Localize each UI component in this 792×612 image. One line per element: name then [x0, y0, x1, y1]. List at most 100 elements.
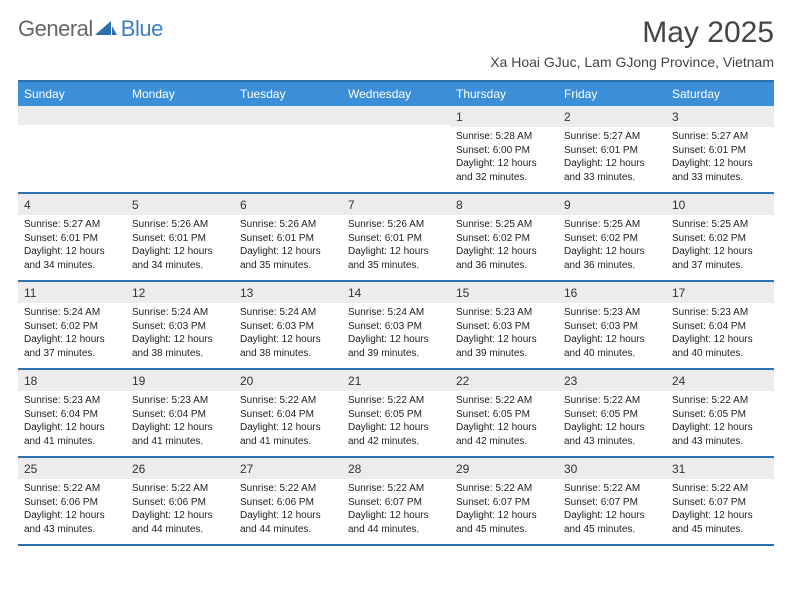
day-cell: 3Sunrise: 5:27 AMSunset: 6:01 PMDaylight… — [666, 106, 774, 192]
day-body: Sunrise: 5:22 AMSunset: 6:05 PMDaylight:… — [666, 391, 774, 452]
sunrise-text: Sunrise: 5:22 AM — [24, 482, 120, 496]
day-body: Sunrise: 5:22 AMSunset: 6:05 PMDaylight:… — [450, 391, 558, 452]
dow-row: SundayMondayTuesdayWednesdayThursdayFrid… — [18, 82, 774, 106]
daylight-text-2: and 38 minutes. — [240, 347, 336, 361]
daylight-text-2: and 35 minutes. — [240, 259, 336, 273]
day-cell: 27Sunrise: 5:22 AMSunset: 6:06 PMDayligh… — [234, 458, 342, 544]
day-cell: 12Sunrise: 5:24 AMSunset: 6:03 PMDayligh… — [126, 282, 234, 368]
day-number: 17 — [666, 282, 774, 303]
day-cell: 10Sunrise: 5:25 AMSunset: 6:02 PMDayligh… — [666, 194, 774, 280]
day-cell: 19 Sunrise: 5:23 AMSunset: 6:04 PMDayligh… — [126, 370, 234, 456]
week-row: 11Sunrise: 5:24 AMSunset: 6:02 PMDayligh… — [18, 282, 774, 370]
sunset-text: Sunset: 6:03 PM — [240, 320, 336, 334]
month-title: May 2025 — [490, 16, 774, 50]
day-cell: 22Sunrise: 5:22 AMSunset: 6:05 PMDayligh… — [450, 370, 558, 456]
day-number: 15 — [450, 282, 558, 303]
sunrise-text: Sunrise: 5:23 AM — [132, 394, 228, 408]
day-cell — [234, 106, 342, 192]
day-cell: 20Sunrise: 5:22 AMSunset: 6:04 PMDayligh… — [234, 370, 342, 456]
sunrise-text: Sunrise: 5:22 AM — [240, 482, 336, 496]
day-cell: 5Sunrise: 5:26 AMSunset: 6:01 PMDaylight… — [126, 194, 234, 280]
day-cell: 1Sunrise: 5:28 AMSunset: 6:00 PMDaylight… — [450, 106, 558, 192]
sunset-text: Sunset: 6:01 PM — [132, 232, 228, 246]
daylight-text-2: and 45 minutes. — [672, 523, 768, 537]
daylight-text-1: Daylight: 12 hours — [132, 421, 228, 435]
sunset-text: Sunset: 6:02 PM — [24, 320, 120, 334]
daylight-text-2: and 40 minutes. — [672, 347, 768, 361]
calendar: SundayMondayTuesdayWednesdayThursdayFrid… — [18, 80, 774, 546]
day-cell: 30Sunrise: 5:22 AMSunset: 6:07 PMDayligh… — [558, 458, 666, 544]
day-body: Sunrise: 5:22 AMSunset: 6:06 PMDaylight:… — [18, 479, 126, 540]
sunrise-text: Sunrise: 5:24 AM — [24, 306, 120, 320]
sunset-text: Sunset: 6:07 PM — [456, 496, 552, 510]
day-body: Sunrise: 5:22 AMSunset: 6:07 PMDaylight:… — [666, 479, 774, 540]
day-number: 23 — [558, 370, 666, 391]
daylight-text-1: Daylight: 12 hours — [564, 157, 660, 171]
sunrise-text: Sunrise: 5:24 AM — [348, 306, 444, 320]
sunrise-text: Sunrise: 5:28 AM — [456, 130, 552, 144]
day-cell: 8Sunrise: 5:25 AMSunset: 6:02 PMDaylight… — [450, 194, 558, 280]
day-cell: 24Sunrise: 5:22 AMSunset: 6:05 PMDayligh… — [666, 370, 774, 456]
sunset-text: Sunset: 6:01 PM — [348, 232, 444, 246]
day-body: Sunrise: 5:26 AMSunset: 6:01 PMDaylight:… — [234, 215, 342, 276]
day-number: 11 — [18, 282, 126, 303]
day-cell: 18Sunrise: 5:23 AMSunset: 6:04 PMDayligh… — [18, 370, 126, 456]
location: Xa Hoai GJuc, Lam GJong Province, Vietna… — [490, 54, 774, 70]
sunset-text: Sunset: 6:07 PM — [564, 496, 660, 510]
day-body: Sunrise: 5:24 AMSunset: 6:03 PMDaylight:… — [126, 303, 234, 364]
day-number: 16 — [558, 282, 666, 303]
week-row: 18Sunrise: 5:23 AMSunset: 6:04 PMDayligh… — [18, 370, 774, 458]
day-cell: 6Sunrise: 5:26 AMSunset: 6:01 PMDaylight… — [234, 194, 342, 280]
daylight-text-2: and 39 minutes. — [456, 347, 552, 361]
day-number — [342, 106, 450, 125]
daylight-text-1: Daylight: 12 hours — [24, 509, 120, 523]
week-row: 25Sunrise: 5:22 AMSunset: 6:06 PMDayligh… — [18, 458, 774, 546]
day-number: 24 — [666, 370, 774, 391]
daylight-text-1: Daylight: 12 hours — [564, 333, 660, 347]
sunset-text: Sunset: 6:01 PM — [564, 144, 660, 158]
day-body: Sunrise: 5:23 AMSunset: 6:03 PMDaylight:… — [450, 303, 558, 364]
day-number: 3 — [666, 106, 774, 127]
sunrise-text: Sunrise: 5:22 AM — [240, 394, 336, 408]
daylight-text-1: Daylight: 12 hours — [564, 421, 660, 435]
daylight-text-2: and 35 minutes. — [348, 259, 444, 273]
daylight-text-2: and 37 minutes. — [672, 259, 768, 273]
daylight-text-1: Daylight: 12 hours — [132, 333, 228, 347]
daylight-text-2: and 37 minutes. — [24, 347, 120, 361]
day-cell: 7Sunrise: 5:26 AMSunset: 6:01 PMDaylight… — [342, 194, 450, 280]
sunrise-text: Sunrise: 5:26 AM — [132, 218, 228, 232]
brand-part1: General — [18, 16, 93, 42]
sunrise-text: Sunrise: 5:25 AM — [672, 218, 768, 232]
day-cell: 11 Sunrise: 5:24 AMSunset: 6:02 PMDayligh… — [18, 282, 126, 368]
daylight-text-1: Daylight: 12 hours — [672, 509, 768, 523]
daylight-text-1: Daylight: 12 hours — [672, 421, 768, 435]
sunset-text: Sunset: 6:07 PM — [348, 496, 444, 510]
day-number: 25 — [18, 458, 126, 479]
sunset-text: Sunset: 6:04 PM — [132, 408, 228, 422]
day-cell: 31Sunrise: 5:22 AMSunset: 6:07 PMDayligh… — [666, 458, 774, 544]
sunset-text: Sunset: 6:01 PM — [24, 232, 120, 246]
sunset-text: Sunset: 6:02 PM — [672, 232, 768, 246]
day-cell: 16Sunrise: 5:23 AMSunset: 6:03 PMDayligh… — [558, 282, 666, 368]
daylight-text-2: and 43 minutes. — [672, 435, 768, 449]
day-body: Sunrise: 5:25 AMSunset: 6:02 PMDaylight:… — [450, 215, 558, 276]
sunset-text: Sunset: 6:02 PM — [456, 232, 552, 246]
daylight-text-1: Daylight: 12 hours — [24, 333, 120, 347]
sunset-text: Sunset: 6:02 PM — [564, 232, 660, 246]
day-number: 14 — [342, 282, 450, 303]
day-cell: 26Sunrise: 5:22 AMSunset: 6:06 PMDayligh… — [126, 458, 234, 544]
day-body: Sunrise: 5:23 AMSunset: 6:04 PMDaylight:… — [666, 303, 774, 364]
day-cell: 4Sunrise: 5:27 AMSunset: 6:01 PMDaylight… — [18, 194, 126, 280]
day-body: Sunrise: 5:24 AMSunset: 6:03 PMDaylight:… — [342, 303, 450, 364]
day-number: 19 — [126, 370, 234, 391]
week-row: 4Sunrise: 5:27 AMSunset: 6:01 PMDaylight… — [18, 194, 774, 282]
sunrise-text: Sunrise: 5:25 AM — [564, 218, 660, 232]
dow-cell: Saturday — [666, 82, 774, 106]
sunset-text: Sunset: 6:04 PM — [672, 320, 768, 334]
daylight-text-1: Daylight: 12 hours — [456, 421, 552, 435]
sunrise-text: Sunrise: 5:22 AM — [348, 482, 444, 496]
brand-part2: Blue — [121, 16, 163, 42]
day-body: Sunrise: 5:27 AMSunset: 6:01 PMDaylight:… — [558, 127, 666, 188]
day-number: 12 — [126, 282, 234, 303]
daylight-text-2: and 42 minutes. — [456, 435, 552, 449]
